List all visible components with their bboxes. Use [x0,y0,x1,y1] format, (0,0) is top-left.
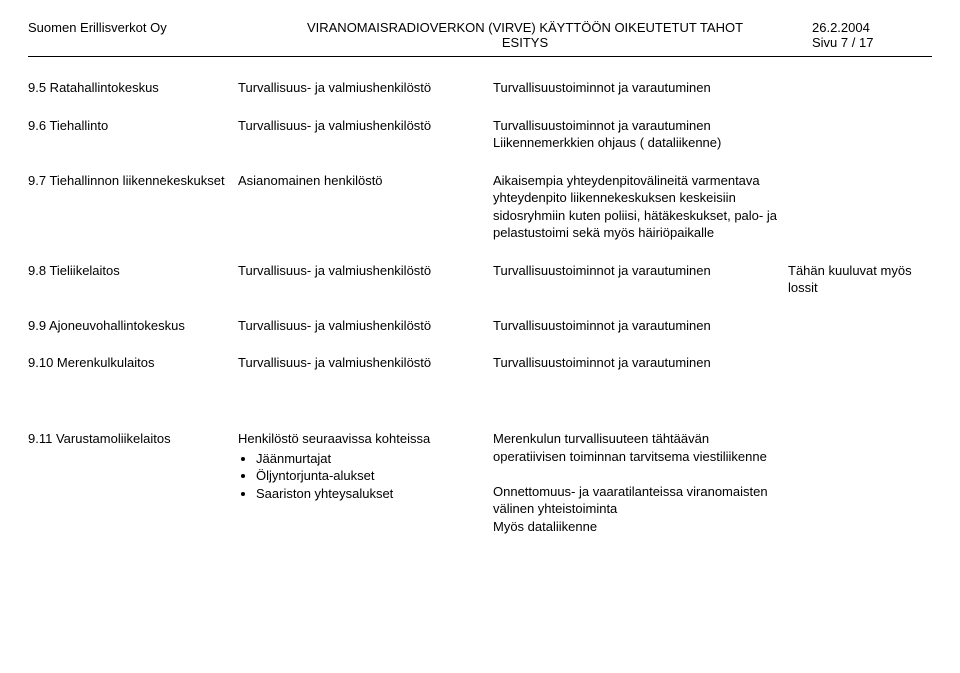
row-col2: Turvallisuus- ja valmiushenkilöstö [238,79,493,117]
table-row: 9.7 Tiehallinnon liikennekeskuksetAsiano… [28,172,932,262]
header-date: 26.2.2004 [812,20,870,35]
list-item: Saariston yhteysalukset [256,485,483,503]
header-title-line1: VIRANOMAISRADIOVERKON (VIRVE) KÄYTTÖÖN O… [307,20,743,35]
row-col2: Henkilöstö seuraavissa kohteissaJäänmurt… [238,430,493,555]
header-title-line2: ESITYS [502,35,548,50]
row-col3: Turvallisuustoiminnot ja varautuminenLii… [493,117,788,172]
row-col1: 9.10 Merenkulkulaitos [28,354,238,392]
row-col2: Turvallisuus- ja valmiushenkilöstö [238,354,493,392]
row-col2: Turvallisuus- ja valmiushenkilöstö [238,262,493,317]
table-row: 9.9 AjoneuvohallintokeskusTurvallisuus- … [28,317,932,355]
bullet-list: JäänmurtajatÖljyntorjunta-aluksetSaarist… [256,450,483,503]
table-row: 9.5 RatahallintokeskusTurvallisuus- ja v… [28,79,932,117]
row-col3: Turvallisuustoiminnot ja varautuminen [493,79,788,117]
table-row: 9.10 MerenkulkulaitosTurvallisuus- ja va… [28,354,932,392]
header-meta: 26.2.2004 Sivu 7 / 17 [812,20,932,50]
row-col1: 9.11 Varustamoliikelaitos [28,430,238,555]
row-col4 [788,317,932,355]
row-col2: Turvallisuus- ja valmiushenkilöstö [238,317,493,355]
row-col1: 9.5 Ratahallintokeskus [28,79,238,117]
header-rule [28,56,932,57]
row-col4: Tähän kuuluvat myös lossit [788,262,932,317]
list-item: Jäänmurtajat [256,450,483,468]
header-title: VIRANOMAISRADIOVERKON (VIRVE) KÄYTTÖÖN O… [238,20,812,50]
row-col1: 9.8 Tieliikelaitos [28,262,238,317]
row-col2: Turvallisuus- ja valmiushenkilöstö [238,117,493,172]
row-col3: Turvallisuustoiminnot ja varautuminen [493,354,788,392]
row-col3: Merenkulun turvallisuuteen tähtäävän ope… [493,430,788,555]
list-item: Öljyntorjunta-alukset [256,467,483,485]
header-page: Sivu 7 / 17 [812,35,873,50]
table-row: 9.6 TiehallintoTurvallisuus- ja valmiush… [28,117,932,172]
spacer-row [28,392,932,430]
row-col4 [788,430,932,555]
header-company: Suomen Erillisverkot Oy [28,20,238,35]
row-col1: 9.9 Ajoneuvohallintokeskus [28,317,238,355]
table-row: 9.11 VarustamoliikelaitosHenkilöstö seur… [28,430,932,555]
row-col3: Turvallisuustoiminnot ja varautuminen [493,317,788,355]
row-col4 [788,172,932,262]
row-col4 [788,79,932,117]
table-row: 9.8 TieliikelaitosTurvallisuus- ja valmi… [28,262,932,317]
row-col3: Turvallisuustoiminnot ja varautuminen [493,262,788,317]
row-col4 [788,354,932,392]
row-col1: 9.7 Tiehallinnon liikennekeskukset [28,172,238,262]
row-col1: 9.6 Tiehallinto [28,117,238,172]
page-header: Suomen Erillisverkot Oy VIRANOMAISRADIOV… [28,20,932,50]
row-col2: Asianomainen henkilöstö [238,172,493,262]
row-col3: Aikaisempia yhteydenpitovälineitä varmen… [493,172,788,262]
row-col4 [788,117,932,172]
content-table: 9.5 RatahallintokeskusTurvallisuus- ja v… [28,79,932,555]
